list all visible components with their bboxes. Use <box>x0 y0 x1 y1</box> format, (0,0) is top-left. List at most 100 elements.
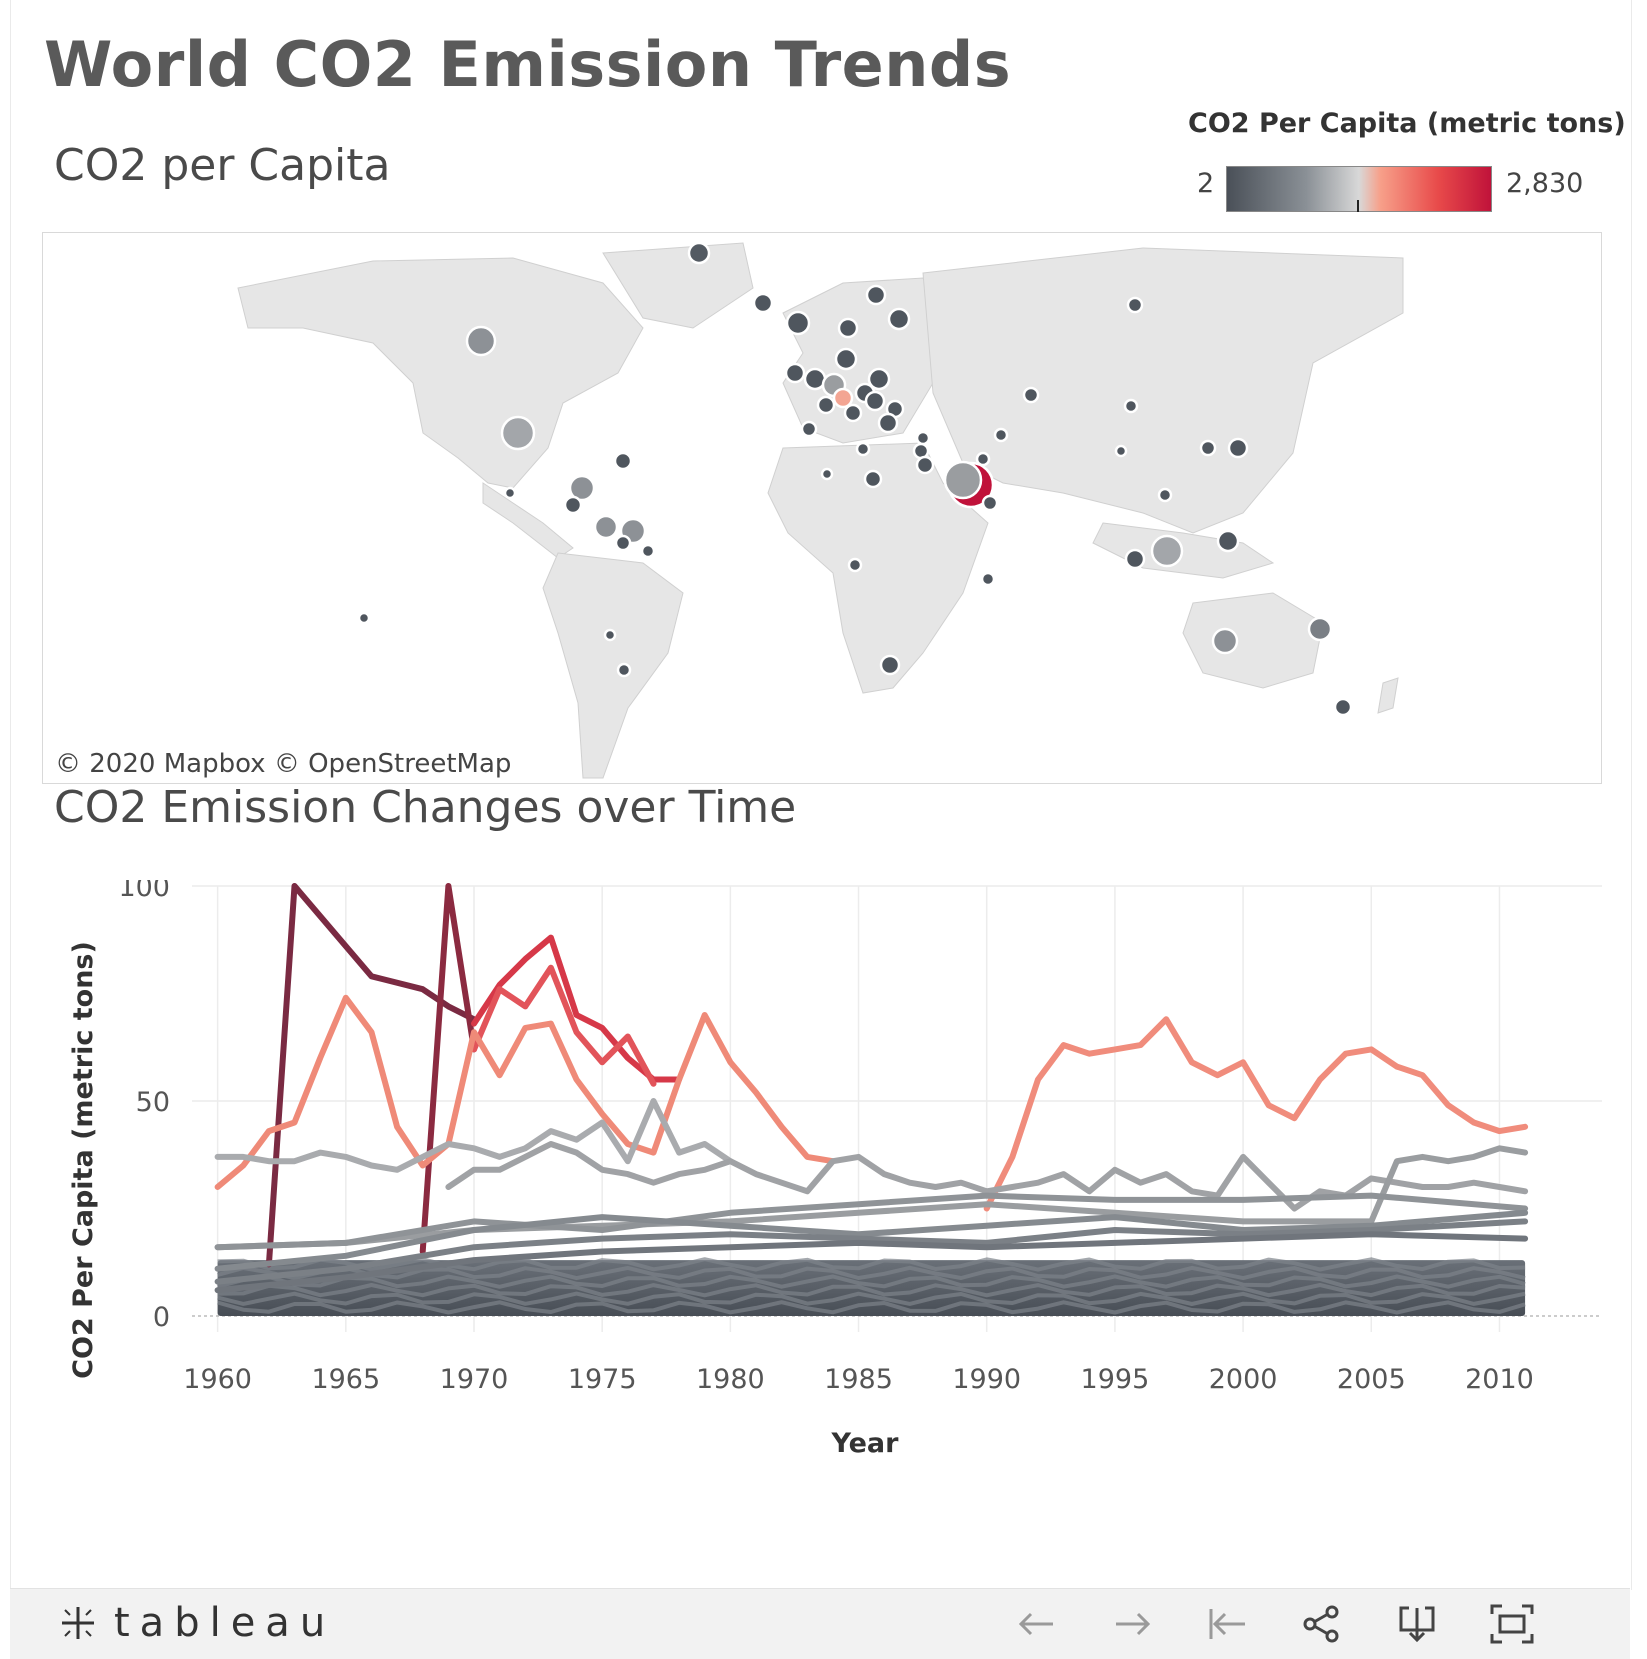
series-line <box>214 1192 1529 1251</box>
landmass-north-america <box>237 257 644 489</box>
country-mark <box>837 317 859 339</box>
map-svg <box>237 241 1404 779</box>
y-tick-label: 50 <box>136 1087 170 1118</box>
country-mark <box>847 557 863 573</box>
dense-series-line <box>217 1300 1526 1315</box>
country-mark <box>1157 487 1173 503</box>
country-mark <box>863 469 883 489</box>
map-credit[interactable]: © 2020 Mapbox © OpenStreetMap <box>51 749 516 779</box>
world-map[interactable]: © 2020 Mapbox © OpenStreetMap <box>42 232 1602 784</box>
legend-tick <box>1357 200 1359 212</box>
series-line <box>214 1231 1529 1294</box>
country-mark <box>834 347 858 371</box>
tableau-cross-icon <box>62 1607 94 1639</box>
country-mark <box>1227 437 1249 459</box>
series-lines <box>214 883 1529 1294</box>
download-button[interactable] <box>1390 1599 1444 1649</box>
fullscreen-icon <box>1490 1604 1534 1644</box>
dashboard-title: World CO2 Emission Trends <box>44 28 1012 101</box>
redo-icon <box>1116 1612 1151 1636</box>
dense-series-line <box>217 1274 1526 1289</box>
country-mark <box>1124 548 1146 570</box>
country-mark <box>465 325 497 357</box>
x-tick-label: 1965 <box>311 1364 380 1395</box>
x-tick-label: 1960 <box>183 1364 252 1395</box>
country-mark <box>687 241 711 265</box>
landmass-australia <box>1182 592 1324 689</box>
revert-button[interactable] <box>1200 1599 1254 1649</box>
country-mark <box>981 494 999 512</box>
x-tick-label: 1980 <box>696 1364 765 1395</box>
y-axis-label: CO2 Per Capita (metric tons) <box>68 941 99 1379</box>
country-mark <box>993 427 1009 443</box>
tableau-wordmark: tableau <box>114 1600 336 1646</box>
country-mark <box>864 390 886 412</box>
country-mark <box>843 403 863 423</box>
x-tick-label: 1975 <box>568 1364 637 1395</box>
country-mark <box>1216 529 1240 553</box>
landmass-south-america <box>542 552 684 779</box>
country-mark <box>593 514 619 540</box>
country-mark <box>1126 296 1144 314</box>
country-mark <box>867 367 891 391</box>
country-mark <box>855 441 871 457</box>
country-mark <box>832 387 854 409</box>
x-tick-labels: 1960 1965 1970 1975 1980 1985 1990 1995 2000 2005… <box>183 1364 1534 1395</box>
share-button[interactable] <box>1295 1599 1349 1649</box>
country-mark <box>563 495 583 515</box>
dense-series-band <box>217 1257 1526 1316</box>
country-mark <box>613 451 633 471</box>
country-mark <box>915 455 935 475</box>
download-icon <box>1399 1606 1435 1643</box>
country-mark <box>980 571 996 587</box>
series-line <box>983 1016 1529 1212</box>
x-tick-label: 1990 <box>952 1364 1021 1395</box>
country-mark <box>877 412 899 434</box>
country-mark <box>640 543 656 559</box>
y-tick-label: 100 <box>118 880 170 903</box>
line-chart[interactable]: 0 50 100 1960 1965 1970 1975 1980 1985 1990 1995 2… <box>0 872 1647 1560</box>
country-mark <box>1211 627 1239 655</box>
landmass-europe <box>782 277 944 444</box>
share-icon <box>1303 1605 1339 1643</box>
country-mark <box>752 292 774 314</box>
dense-series-line <box>217 1291 1526 1306</box>
country-mark <box>500 415 536 451</box>
fullscreen-button[interactable] <box>1485 1599 1539 1649</box>
landmass-africa <box>767 442 989 694</box>
revert-icon <box>1209 1609 1245 1639</box>
redo-button[interactable] <box>1105 1599 1159 1649</box>
tableau-logo[interactable]: tableau <box>56 1597 335 1649</box>
map-landmasses <box>237 242 1404 779</box>
y-tick-label: 0 <box>153 1302 170 1333</box>
country-mark <box>503 486 517 500</box>
country-mark <box>784 362 806 384</box>
series-line <box>214 1098 734 1173</box>
country-mark <box>1123 398 1139 414</box>
tableau-toolbar: tableau <box>10 1588 1630 1659</box>
country-mark <box>614 534 632 552</box>
x-tick-label: 2005 <box>1337 1364 1406 1395</box>
country-mark <box>1199 439 1217 457</box>
country-marks <box>357 241 1353 717</box>
series-line <box>471 964 657 1087</box>
series-line <box>419 883 477 1255</box>
country-mark <box>879 654 901 676</box>
undo-button[interactable] <box>1010 1599 1064 1649</box>
x-axis-label: Year <box>831 1428 900 1459</box>
landmass-central-america <box>482 482 574 559</box>
dense-series-line <box>217 1265 1526 1281</box>
legend-min-label: 2 <box>1197 168 1215 199</box>
country-mark <box>1307 616 1333 642</box>
country-mark <box>1022 386 1040 404</box>
country-mark <box>816 395 836 415</box>
country-mark <box>975 451 991 467</box>
x-tick-label: 1970 <box>440 1364 509 1395</box>
country-mark <box>568 474 596 502</box>
country-mark <box>1114 444 1128 458</box>
x-tick-label: 2000 <box>1209 1364 1278 1395</box>
color-legend-bar <box>1226 166 1492 212</box>
country-mark <box>1150 534 1184 568</box>
country-mark <box>603 628 617 642</box>
country-mark <box>616 662 632 678</box>
